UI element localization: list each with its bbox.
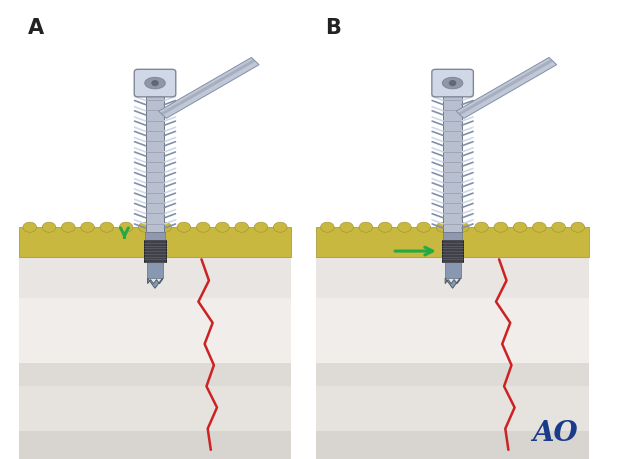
- Text: B: B: [326, 18, 342, 39]
- Text: A: A: [28, 18, 44, 39]
- Bar: [147, 262, 163, 278]
- Ellipse shape: [151, 80, 159, 86]
- Circle shape: [177, 222, 191, 232]
- Bar: [316, 386, 589, 431]
- Polygon shape: [148, 278, 162, 288]
- Polygon shape: [456, 57, 557, 118]
- Ellipse shape: [144, 78, 165, 89]
- Bar: [316, 298, 589, 363]
- Polygon shape: [445, 278, 460, 288]
- Circle shape: [417, 222, 430, 232]
- Circle shape: [81, 222, 94, 232]
- Circle shape: [197, 222, 210, 232]
- Circle shape: [61, 222, 75, 232]
- Bar: [144, 240, 166, 262]
- Bar: [445, 262, 461, 278]
- Bar: [316, 431, 589, 459]
- Text: AO: AO: [532, 420, 578, 447]
- Circle shape: [119, 222, 133, 232]
- Circle shape: [456, 222, 469, 232]
- Bar: [316, 257, 589, 298]
- Bar: [443, 232, 463, 240]
- Bar: [19, 227, 291, 257]
- Circle shape: [397, 222, 411, 232]
- Circle shape: [321, 222, 334, 232]
- Polygon shape: [458, 59, 553, 115]
- Polygon shape: [161, 59, 255, 115]
- Ellipse shape: [449, 80, 456, 86]
- Circle shape: [254, 222, 268, 232]
- FancyBboxPatch shape: [134, 69, 176, 97]
- Circle shape: [138, 222, 152, 232]
- Bar: [19, 257, 291, 298]
- Circle shape: [158, 222, 172, 232]
- Circle shape: [552, 222, 565, 232]
- Bar: [442, 240, 463, 262]
- Circle shape: [216, 222, 229, 232]
- Bar: [19, 431, 291, 459]
- Circle shape: [42, 222, 56, 232]
- Circle shape: [436, 222, 449, 232]
- Circle shape: [235, 222, 249, 232]
- Circle shape: [513, 222, 527, 232]
- Circle shape: [494, 222, 508, 232]
- Circle shape: [359, 222, 373, 232]
- Bar: [316, 227, 589, 257]
- Ellipse shape: [442, 78, 463, 89]
- Circle shape: [378, 222, 392, 232]
- FancyBboxPatch shape: [432, 69, 474, 97]
- Bar: [19, 386, 291, 431]
- Bar: [19, 298, 291, 363]
- Circle shape: [23, 222, 37, 232]
- Circle shape: [273, 222, 287, 232]
- Bar: [146, 96, 164, 232]
- Circle shape: [100, 222, 113, 232]
- Circle shape: [475, 222, 489, 232]
- Circle shape: [571, 222, 585, 232]
- Bar: [145, 232, 165, 240]
- Bar: [316, 363, 589, 386]
- Circle shape: [533, 222, 546, 232]
- Circle shape: [340, 222, 353, 232]
- Bar: [19, 363, 291, 386]
- Polygon shape: [159, 57, 259, 118]
- Bar: [443, 96, 462, 232]
